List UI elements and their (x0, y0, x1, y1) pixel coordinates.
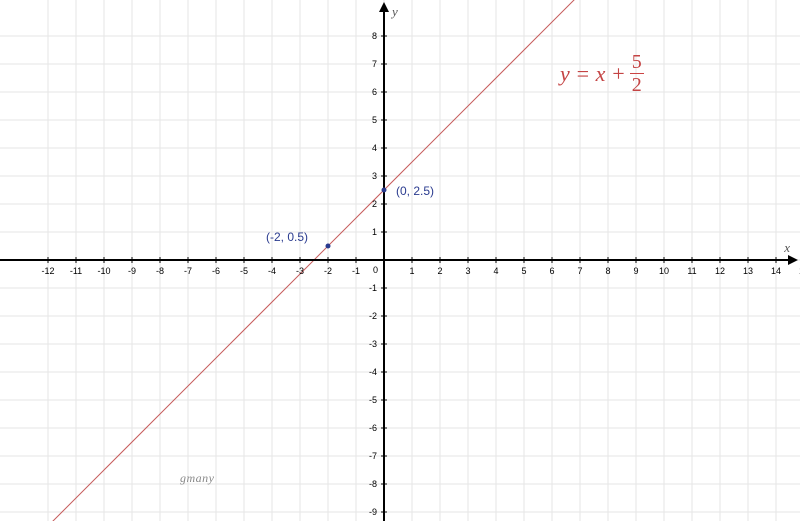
svg-text:8: 8 (605, 266, 610, 276)
svg-text:-4: -4 (369, 367, 377, 377)
equation-denominator: 2 (630, 73, 644, 95)
svg-text:3: 3 (465, 266, 470, 276)
svg-text:7: 7 (577, 266, 582, 276)
point-label: (-2, 0.5) (266, 230, 308, 244)
svg-text:6: 6 (372, 87, 377, 97)
svg-text:-2: -2 (369, 311, 377, 321)
svg-text:-8: -8 (369, 479, 377, 489)
svg-text:4: 4 (372, 143, 377, 153)
svg-text:6: 6 (549, 266, 554, 276)
svg-text:-10: -10 (97, 266, 110, 276)
svg-text:5: 5 (372, 115, 377, 125)
svg-text:-3: -3 (296, 266, 304, 276)
svg-text:9: 9 (633, 266, 638, 276)
equation-numerator: 5 (630, 52, 644, 73)
svg-text:-9: -9 (128, 266, 136, 276)
svg-text:14: 14 (771, 266, 781, 276)
point-label: (0, 2.5) (396, 184, 434, 198)
svg-text:10: 10 (659, 266, 669, 276)
svg-text:12: 12 (715, 266, 725, 276)
svg-text:0: 0 (373, 265, 378, 275)
svg-text:8: 8 (372, 31, 377, 41)
svg-text:-1: -1 (369, 283, 377, 293)
svg-text:y: y (390, 4, 398, 19)
svg-text:-5: -5 (240, 266, 248, 276)
svg-text:-6: -6 (212, 266, 220, 276)
svg-text:-4: -4 (268, 266, 276, 276)
svg-text:4: 4 (493, 266, 498, 276)
svg-text:1: 1 (372, 227, 377, 237)
svg-text:-6: -6 (369, 423, 377, 433)
watermark: gmany (180, 471, 215, 486)
svg-text:5: 5 (521, 266, 526, 276)
svg-text:11: 11 (687, 266, 696, 276)
equation-lhs: y = x + (560, 61, 628, 87)
svg-text:7: 7 (372, 59, 377, 69)
svg-text:-7: -7 (369, 451, 377, 461)
svg-text:13: 13 (743, 266, 753, 276)
svg-text:-12: -12 (41, 266, 54, 276)
svg-text:-7: -7 (184, 266, 192, 276)
svg-text:1: 1 (409, 266, 414, 276)
svg-text:2: 2 (437, 266, 442, 276)
equation-fraction: 5 2 (630, 52, 644, 95)
svg-text:-8: -8 (156, 266, 164, 276)
line-equation: y = x + 5 2 (560, 52, 644, 95)
svg-text:-2: -2 (324, 266, 332, 276)
svg-text:-3: -3 (369, 339, 377, 349)
svg-text:x: x (783, 240, 790, 255)
svg-text:-11: -11 (70, 266, 82, 276)
coordinate-chart: -12-11-10-9-8-7-6-5-4-3-2-11234567891011… (0, 0, 800, 521)
svg-text:3: 3 (372, 171, 377, 181)
svg-text:-1: -1 (352, 266, 360, 276)
svg-text:2: 2 (372, 199, 377, 209)
svg-text:-9: -9 (369, 507, 377, 517)
svg-text:-5: -5 (369, 395, 377, 405)
